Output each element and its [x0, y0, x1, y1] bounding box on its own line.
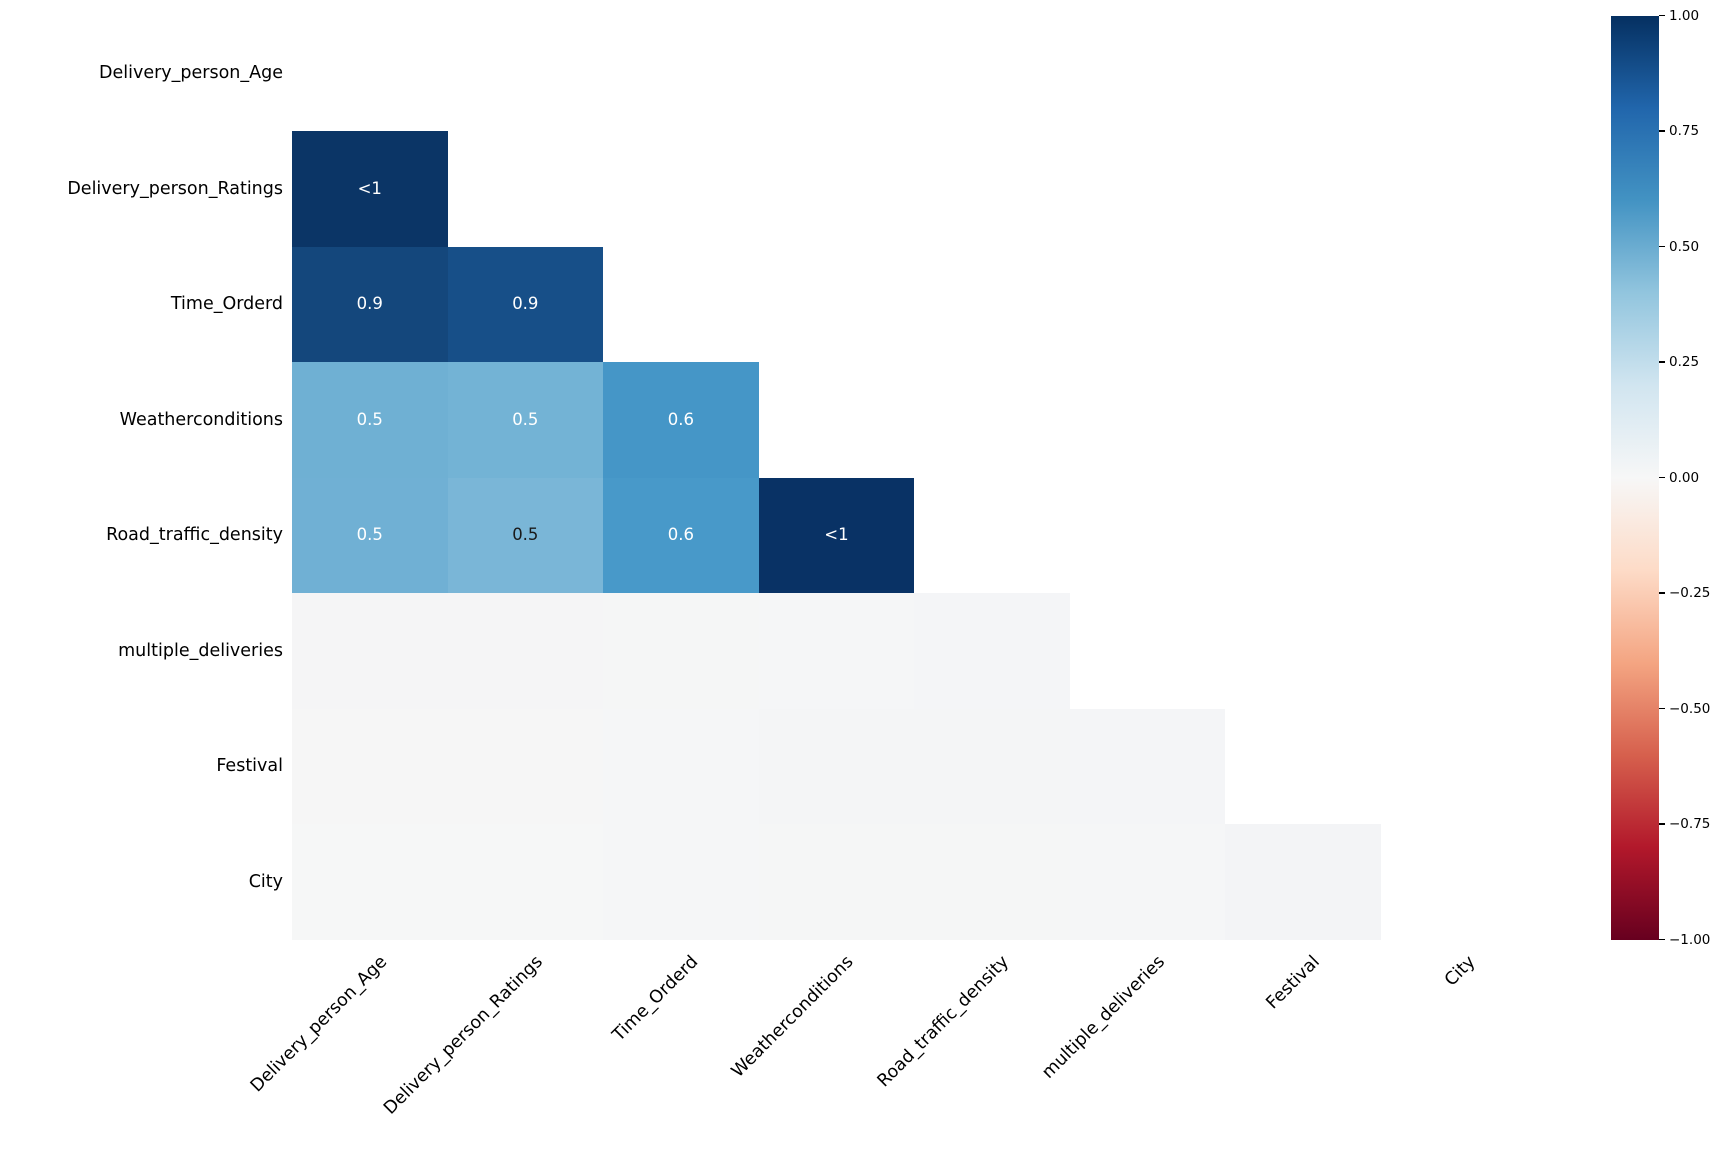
heatmap-cell [1069, 824, 1226, 940]
y-tick-label: City [248, 871, 283, 892]
x-tick-label: Delivery_person_Age [246, 951, 391, 1096]
y-tick-label: Delivery_person_Age [99, 63, 283, 84]
colorbar-tick-mark [1659, 476, 1665, 479]
heatmap-cell [1225, 824, 1381, 940]
x-tick-label: Weatherconditions [727, 951, 858, 1082]
heatmap-cell: 0.5 [447, 477, 604, 593]
heatmap-cell [758, 824, 915, 940]
colorbar-tick-mark [1659, 14, 1665, 17]
heatmap-cell [447, 708, 604, 824]
heatmap-cell [603, 708, 759, 824]
y-tick-label: Weatherconditions [119, 409, 283, 430]
heatmap-cell [914, 824, 1070, 940]
colorbar-tick-label: 1.00 [1669, 7, 1700, 24]
colorbar-tick-label: −0.25 [1669, 585, 1711, 601]
heatmap-cell: <1 [758, 477, 915, 593]
heatmap-cell: 0.9 [292, 246, 448, 362]
y-tick-label: Road_traffic_density [106, 525, 283, 546]
heatmap-cell [603, 824, 759, 940]
heatmap-cell: 0.6 [603, 477, 759, 593]
colorbar-tick-label: −1.00 [1669, 931, 1711, 948]
colorbar-tick-mark [1659, 592, 1665, 594]
heatmap-cell: 0.5 [447, 362, 604, 478]
colorbar-tick-mark [1659, 361, 1665, 363]
colorbar-tick-label: 0.00 [1669, 469, 1700, 486]
colorbar-tick-label: 0.50 [1669, 238, 1700, 255]
y-tick-label: multiple_deliveries [118, 640, 283, 661]
heatmap-cell [292, 593, 448, 709]
x-tick-label: Delivery_person_Ratings [379, 951, 547, 1119]
x-tick-label: multiple_deliveries [1038, 951, 1169, 1083]
heatmap-cell: <1 [292, 131, 448, 247]
x-tick-label: Time_Orderd [608, 951, 703, 1045]
colorbar-tick-mark [1659, 938, 1665, 941]
colorbar-tick-label: −0.50 [1669, 700, 1711, 717]
colorbar-tick-mark [1659, 245, 1665, 248]
heatmap-cell [603, 593, 759, 709]
colorbar-tick-label: 0.25 [1669, 354, 1700, 370]
colorbar-tick-label: 0.75 [1669, 123, 1700, 139]
heatmap-cell [758, 593, 915, 709]
heatmap-cell: 0.5 [292, 362, 448, 478]
y-tick-label: Delivery_person_Ratings [67, 178, 283, 199]
heatmap-cell [292, 824, 448, 940]
heatmap-cell: 0.5 [292, 477, 448, 593]
x-tick-label: Road_traffic_density [873, 951, 1014, 1091]
heatmap-cell [1069, 708, 1226, 824]
heatmap-cell: 0.9 [447, 246, 604, 362]
heatmap-cell [292, 708, 448, 824]
heatmap-cell [914, 708, 1070, 824]
y-tick-label: Time_Orderd [170, 294, 283, 315]
heatmap-cell [447, 593, 604, 709]
colorbar-gradient [1611, 15, 1659, 940]
heatmap-cell [447, 824, 604, 940]
y-tick-label: Festival [216, 756, 283, 777]
colorbar-tick-mark [1659, 130, 1665, 132]
heatmap-cell [758, 708, 915, 824]
heatmap-cell: 0.6 [603, 362, 759, 478]
heatmap-cell [914, 593, 1070, 709]
x-tick-label: Festival [1262, 951, 1325, 1013]
colorbar-tick-mark [1659, 707, 1665, 710]
colorbar-tick-mark [1659, 823, 1665, 825]
x-tick-label: City [1441, 951, 1480, 990]
colorbar-tick-label: −0.75 [1669, 816, 1711, 832]
